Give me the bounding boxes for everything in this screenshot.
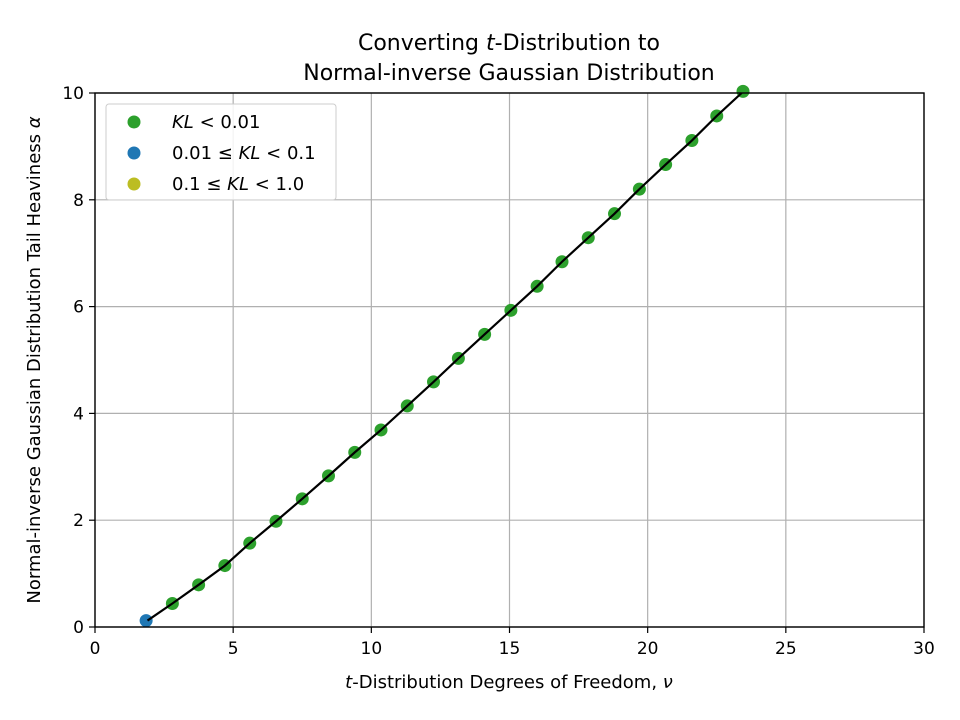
x-tick-label: 10 xyxy=(361,639,383,659)
y-tick-label: 0 xyxy=(73,618,84,638)
legend-label: 0.01 ≤ KL < 0.1 xyxy=(172,143,316,164)
plot-frame xyxy=(94,92,925,628)
ticks-layer: 0 5 10 15 20 25 30 0 2 4 6 8 10 xyxy=(62,84,934,659)
legend-label: KL < 0.01 xyxy=(172,112,260,133)
y-tick-label: 2 xyxy=(73,511,84,531)
y-tick-label: 6 xyxy=(73,298,84,318)
legend-marker xyxy=(127,115,141,129)
y-axis-label: Normal-inverse Gaussian Distribution Tai… xyxy=(24,116,45,603)
y-tick-label: 8 xyxy=(73,191,84,211)
x-tick-label: 15 xyxy=(499,639,521,659)
fit-curve-line xyxy=(146,92,743,622)
y-tick-label: 10 xyxy=(62,84,84,104)
x-axis-label: t-Distribution Degrees of Freedom, ν xyxy=(345,672,673,693)
x-tick-label: 5 xyxy=(228,639,239,659)
data-point xyxy=(139,614,153,628)
x-tick-label: 0 xyxy=(90,639,101,659)
legend-box xyxy=(105,103,337,201)
chart-title-line1: Converting t-Distribution to xyxy=(358,31,660,56)
chart-title-line2: Normal-inverse Gaussian Distribution xyxy=(303,61,714,86)
legend-label: 0.1 ≤ KL < 1.0 xyxy=(172,174,304,195)
y-tick-label: 4 xyxy=(73,404,84,424)
legend: KL < 0.01 0.01 ≤ KL < 0.1 0.1 ≤ KL < 1.0 xyxy=(105,103,337,201)
x-tick-label: 25 xyxy=(775,639,797,659)
legend-marker xyxy=(127,146,141,160)
legend-marker xyxy=(127,177,141,191)
x-tick-label: 30 xyxy=(913,639,935,659)
x-tick-label: 20 xyxy=(637,639,659,659)
